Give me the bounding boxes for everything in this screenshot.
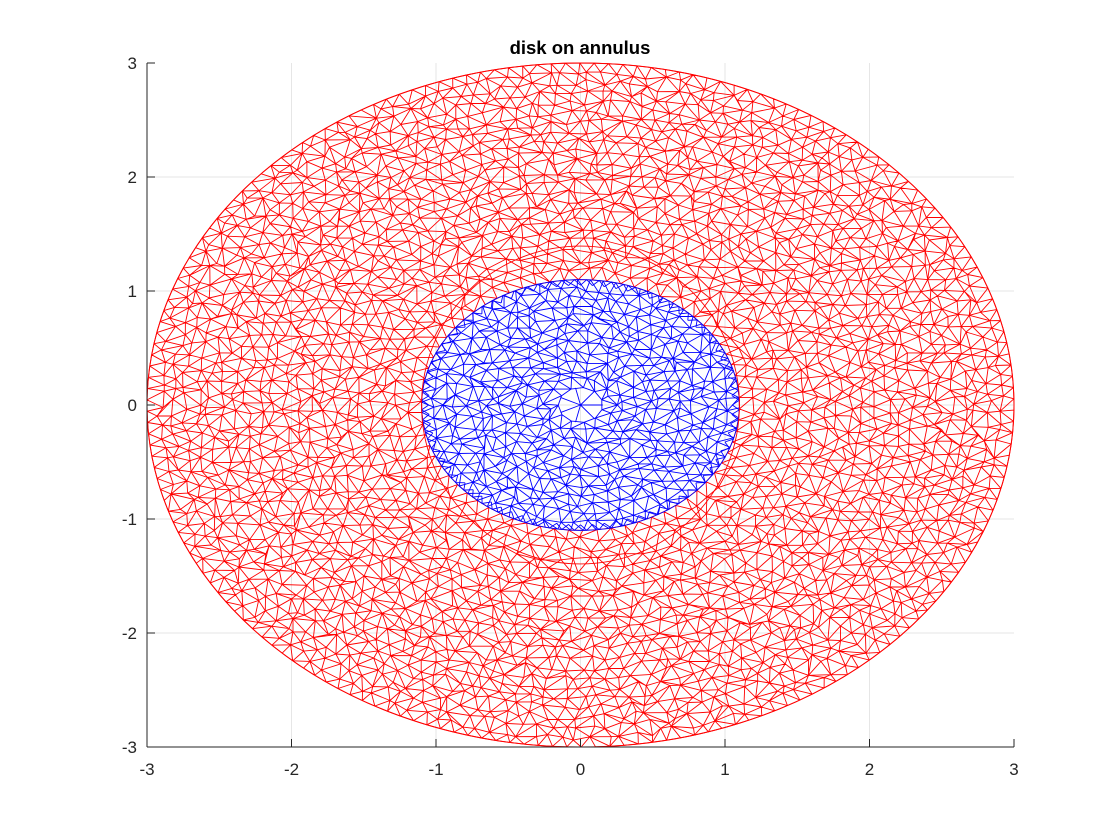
tick-marks	[146, 62, 1015, 748]
x-tick-labels: -3 -2 -1 0 1 2 3	[139, 760, 1018, 779]
y-tick-label: -1	[122, 510, 137, 529]
x-tick-label: 1	[720, 760, 729, 779]
plot-area: -3 -2 -1 0 1 2 3 -3 -2 -1 0 1 2 3	[122, 54, 1019, 779]
x-tick-label: 0	[576, 760, 585, 779]
x-tick-label: 2	[865, 760, 874, 779]
y-tick-label: 1	[128, 282, 137, 301]
y-tick-label: 0	[128, 396, 137, 415]
disk-mesh	[420, 245, 741, 565]
interface-boundary	[421, 245, 740, 565]
y-tick-label: -3	[122, 738, 137, 757]
disk-mesh-edges	[421, 279, 740, 531]
y-tick-label: 2	[128, 168, 137, 187]
x-tick-label: -1	[428, 760, 443, 779]
y-tick-label: 3	[128, 54, 137, 73]
y-tick-labels: -3 -2 -1 0 1 2 3	[122, 54, 137, 757]
disk-center-fan	[560, 387, 603, 423]
x-tick-label: -2	[284, 760, 299, 779]
x-tick-label: -3	[139, 760, 154, 779]
x-tick-label: 3	[1009, 760, 1018, 779]
y-tick-label: -2	[122, 624, 137, 643]
chart-title: disk on annulus	[510, 37, 651, 58]
